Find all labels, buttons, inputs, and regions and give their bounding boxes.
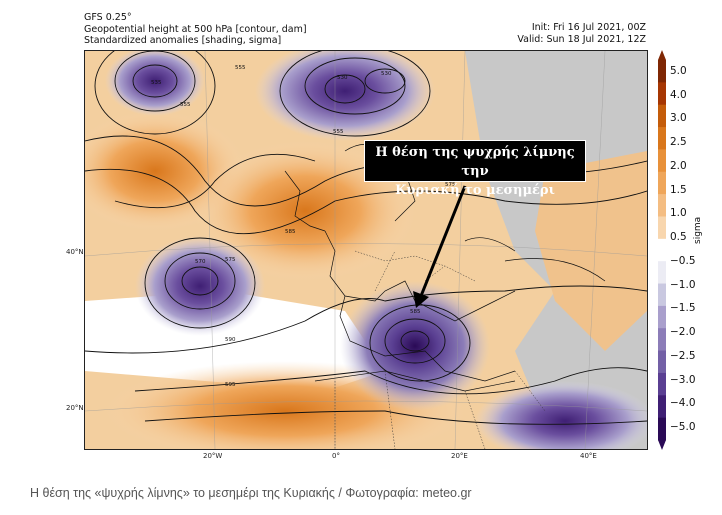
colorbar-tick-label: 1.5	[670, 183, 687, 196]
colorbar-tick-label: 1.0	[670, 207, 687, 220]
contour-label: 555	[235, 65, 246, 71]
contour-label: 555	[180, 102, 191, 108]
colorbar-tick-label: 2.5	[670, 136, 687, 149]
colorbar-extend-bottom	[658, 440, 666, 450]
colorbar-tick-label: 3.0	[670, 112, 687, 125]
valid-time: Valid: Sun 18 Jul 2021, 12Z	[517, 33, 646, 45]
latitude-label-40n: 40°N	[66, 248, 84, 256]
longitude-label-20w: 20°W	[203, 452, 223, 460]
map-canvas: 535 555 555 530 530 555 575 585 570 575 …	[85, 51, 647, 449]
shading-description: Standardized anomalies [shading, sigma]	[84, 35, 282, 46]
contour-label: 530	[337, 75, 348, 81]
colorbar-segment	[658, 149, 666, 173]
country-borders	[334, 250, 546, 449]
colorbar-segment	[658, 60, 666, 83]
colorbar-tick-label: −3.0	[670, 373, 696, 386]
colorbar-segment	[658, 417, 666, 441]
contour-label: 585	[410, 309, 421, 315]
cold-anomaly-southeast	[475, 381, 647, 449]
colorbar-tick-label: 4.0	[670, 88, 687, 101]
contour-label: 555	[333, 129, 344, 135]
longitude-label-0: 0°	[332, 452, 340, 460]
contour-labels: 535 555 555 530 530 555 575 585 570 575 …	[151, 65, 456, 388]
colorbar-segment	[658, 216, 666, 240]
annotation-line-2: Κυριακή το μεσημέρι	[395, 183, 555, 198]
cold-pool-annotation: Η θέση της ψυχρής λίμνης την Κυριακή το …	[364, 140, 586, 198]
colorbar-segment	[658, 104, 666, 128]
colorbar-segment	[658, 127, 666, 150]
colorbar-segment	[658, 261, 666, 285]
colorbar-tick-label: −2.5	[670, 349, 696, 362]
contour-description: Geopotential height at 500 hPa [contour,…	[84, 23, 307, 35]
contour-label: 535	[151, 80, 162, 86]
contour-label: 590	[225, 337, 236, 343]
colorbar-tick-label: −4.0	[670, 397, 696, 410]
contour-label: 595	[225, 382, 236, 388]
contour-label: 585	[285, 229, 296, 235]
cold-anomaly-atlantic	[135, 236, 265, 336]
colorbar-tick-label: −1.5	[670, 302, 696, 315]
colorbar-segment	[658, 328, 666, 352]
cold-pool-central-med	[340, 281, 490, 411]
contour-label: 575	[445, 182, 456, 188]
colorbar-segment	[658, 283, 666, 307]
colorbar-tick-label: 2.0	[670, 159, 687, 172]
colorbar-segment	[658, 238, 666, 262]
colorbar-segment	[658, 194, 666, 217]
latitude-label-20n: 20°N	[66, 404, 84, 412]
colorbar-tick-label: −1.0	[670, 278, 696, 291]
colorbar-tick-label: −0.5	[670, 254, 696, 267]
graticule	[85, 51, 647, 449]
longitude-label-40e: 40°E	[580, 452, 597, 460]
annotation-line-1: Η θέση της ψυχρής λίμνης την	[375, 145, 575, 179]
map-header-right: Init: Fri 16 Jul 2021, 00Z Valid: Sun 18…	[517, 22, 646, 45]
colorbar-title: sigma	[693, 216, 703, 244]
warm-anomaly-east	[535, 151, 647, 351]
warm-anomaly-atlantic	[195, 141, 415, 281]
colorbar-tick-label: −5.0	[670, 421, 696, 434]
contour-label: 570	[195, 259, 206, 265]
colorbar-segment	[658, 372, 666, 396]
model-name: GFS 0.25°	[84, 12, 132, 23]
colorbar-extend-top	[658, 50, 666, 60]
cold-anomaly-greenland	[105, 51, 205, 116]
init-time: Init: Fri 16 Jul 2021, 00Z	[531, 22, 646, 33]
map-header-left: GFS 0.25° Geopotential height at 500 hPa…	[84, 12, 307, 47]
longitude-label-20e: 20°E	[451, 452, 468, 460]
annotation-arrow	[413, 185, 467, 308]
cold-anomaly-north	[255, 51, 435, 141]
colorbar-segment	[658, 171, 666, 195]
colorbar-tick-label: 0.5	[670, 231, 687, 244]
colorbar-tick-label: −2.0	[670, 326, 696, 339]
geopotential-contours	[85, 51, 647, 425]
colorbar-segment	[658, 305, 666, 329]
image-caption: Η θέση της «ψυχρής λίμνης» το μεσημέρι τ…	[30, 486, 472, 500]
contour-label: 575	[225, 257, 236, 263]
forecast-map: 535 555 555 530 530 555 575 585 570 575 …	[84, 50, 648, 450]
colorbar-segment	[658, 350, 666, 374]
colorbar	[658, 50, 666, 450]
colorbar-segment	[658, 395, 666, 419]
colorbar-tick-label: 5.0	[670, 64, 687, 77]
colorbar-segment	[658, 82, 666, 106]
contour-label: 530	[381, 71, 392, 77]
